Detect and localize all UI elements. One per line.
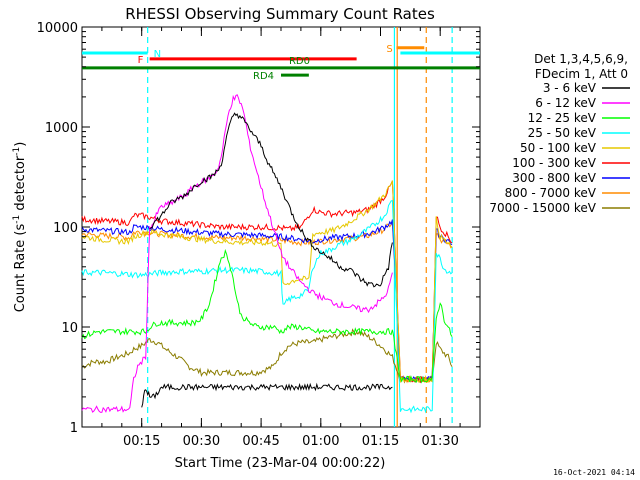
legend-entry-label: 800 - 7000 keV — [505, 186, 597, 200]
chart-title: RHESSI Observing Summary Count Rates — [125, 5, 435, 23]
legend-header-line2: FDecim 1, Att 0 — [535, 67, 628, 81]
y-tick-label: 1000 — [45, 121, 78, 136]
legend: Det 1,3,4,5,6,9, FDecim 1, Att 0 3 - 6 k… — [489, 52, 630, 215]
flag-label-n: N — [154, 49, 161, 60]
series-line-3-6-keV-segment — [149, 112, 393, 288]
x-tick-label: 01:30 — [421, 434, 458, 449]
series-line-3-6-keV — [141, 382, 393, 408]
flag-label-rd0: RD0 — [289, 56, 310, 67]
series-line-7000-15000-keV — [81, 328, 453, 384]
legend-entry-label: 300 - 800 keV — [512, 171, 596, 185]
legend-entry-label: 6 - 12 keV — [535, 96, 597, 110]
series-line-6-12-keV — [81, 94, 393, 413]
series-line-12-25-keV — [81, 248, 453, 384]
legend-header-line1: Det 1,3,4,5,6,9, — [534, 52, 628, 66]
y-tick-label: 1 — [70, 421, 78, 436]
x-tick-label: 01:00 — [302, 434, 339, 449]
series-group — [81, 94, 453, 414]
x-axis-label: Start Time (23-Mar-04 00:00:22) — [175, 456, 386, 471]
legend-entry-label: 7000 - 15000 keV — [489, 201, 596, 215]
flag-label-rd4: RD4 — [253, 71, 274, 82]
series-line-300-800-keV — [81, 219, 453, 384]
x-tick-label: 01:15 — [362, 434, 399, 449]
series-line-25-50-keV — [81, 199, 453, 414]
series-line-50-100-keV — [81, 180, 453, 384]
legend-entry-label: 50 - 100 keV — [520, 141, 597, 155]
y-tick-label: 100 — [53, 221, 78, 236]
generation-timestamp: 16-Oct-2021 04:14 — [553, 468, 635, 477]
x-axis: 00:15 00:30 00:45 01:00 01:15 01:30 — [81, 27, 481, 449]
legend-entry-label: 3 - 6 keV — [543, 81, 597, 95]
y-tick-label: 10000 — [37, 21, 78, 36]
legend-entry-label: 100 - 300 keV — [512, 156, 596, 170]
y-axis-label: Count Rate (s-1 detector-1) — [12, 142, 28, 313]
flag-label-s: S — [386, 44, 392, 55]
legend-entry-label: 25 - 50 keV — [528, 126, 597, 140]
y-tick-label: 10 — [61, 321, 78, 336]
x-tick-label: 00:15 — [123, 434, 160, 449]
x-tick-label: 00:30 — [183, 434, 220, 449]
y-axis: 1 10 100 1000 10000 — [37, 21, 480, 436]
legend-entry-label: 12 - 25 keV — [528, 111, 597, 125]
x-tick-label: 00:45 — [242, 434, 279, 449]
plot-area: NF RD0 RD4 S — [81, 26, 481, 428]
flag-label-f: F — [138, 55, 144, 66]
flag-bars: NF RD0 RD4 S — [82, 44, 480, 82]
